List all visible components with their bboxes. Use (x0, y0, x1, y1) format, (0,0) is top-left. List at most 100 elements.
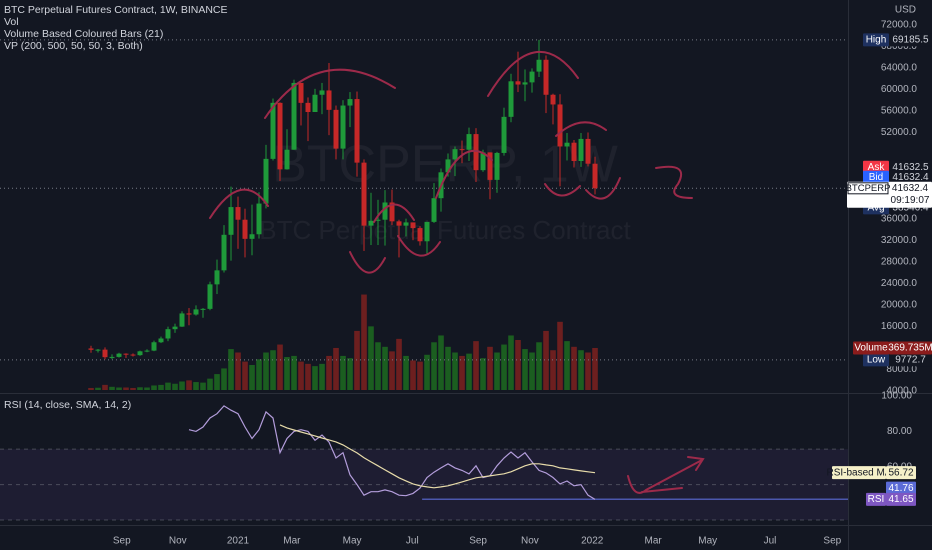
candle-body (172, 326, 178, 330)
y-tick-label: 16000.0 (881, 321, 918, 332)
volume-bar (368, 326, 374, 390)
rsi-ma-label-box (886, 466, 916, 480)
candle-body (186, 313, 192, 315)
rsi-line (188, 405, 596, 500)
volume-bar (438, 335, 444, 390)
volume-bar (578, 350, 584, 390)
price-marker-box (889, 160, 932, 174)
candle-body (550, 94, 556, 105)
volume-bar (130, 387, 136, 390)
volume-bar (312, 366, 318, 390)
price-marker-text: 41632.4 (892, 172, 929, 183)
rsi-line (279, 424, 596, 489)
candle-body (326, 90, 332, 110)
volume-bar (214, 374, 220, 390)
volume-bar (333, 347, 339, 390)
candle-body (564, 142, 570, 147)
volume-bar (326, 355, 332, 390)
drawing (264, 68, 396, 119)
candle-body (200, 308, 206, 310)
price-marker-box (863, 33, 889, 47)
x-tick-label: Mar (283, 536, 301, 547)
drawing (555, 121, 607, 137)
x-tick-label: Nov (521, 536, 539, 547)
drawing (435, 149, 493, 199)
volume-bar (522, 349, 528, 390)
price-marker-text: Low (867, 355, 886, 366)
y-tick-label: 64000.0 (881, 62, 918, 73)
candle-body (508, 81, 514, 117)
y-tick-label: 56000.0 (881, 106, 918, 117)
user-drawings (209, 50, 705, 494)
volume-bar (354, 330, 360, 390)
candle-body (347, 99, 353, 106)
rsi-label-box (866, 492, 886, 506)
candle-body (522, 82, 528, 85)
candle-body (571, 142, 577, 162)
candle-body (368, 220, 374, 226)
candle-body (95, 349, 101, 351)
candle-body (102, 349, 108, 358)
indicator-label: Vol (4, 16, 19, 28)
volume-bar (319, 363, 325, 390)
rsi-title: RSI (14, close, SMA, 14, 2) (4, 399, 131, 411)
candle-body (452, 149, 458, 160)
volume-bar (277, 344, 283, 390)
currency-label: USD (895, 5, 916, 16)
drawing (655, 165, 693, 199)
price-marker-box (863, 160, 889, 174)
drawing (373, 203, 415, 223)
drawing (349, 251, 386, 274)
price-marker-text: Ask (868, 162, 886, 173)
x-tick-label: Jul (406, 536, 419, 547)
volume-bar (263, 352, 269, 390)
candle-body (445, 159, 451, 173)
candle-body (165, 329, 171, 339)
candle-body (256, 203, 262, 235)
y-tick-label: 60000.0 (881, 84, 918, 95)
volume-bar (151, 385, 157, 390)
drawing (397, 235, 441, 257)
x-tick-label: Sep (823, 536, 841, 547)
last-price-box (847, 181, 932, 208)
volume-label-text: 369.735M (888, 343, 932, 354)
y-tick-label: 52000.0 (881, 127, 918, 138)
candle-body (578, 138, 584, 162)
y-tick-label: 28000.0 (881, 256, 918, 267)
y-tick-label: 68000.0 (881, 41, 918, 52)
volume-bar (501, 344, 507, 390)
candle-body (480, 152, 486, 171)
volume-bar (193, 382, 199, 390)
volume-bar (480, 358, 486, 390)
volume-bar (109, 386, 115, 390)
rsi-label-text: RSI (868, 494, 885, 505)
price-marker-box (863, 353, 889, 367)
candle-body (396, 221, 402, 226)
volume-bar (235, 352, 241, 390)
volume-bar (95, 387, 101, 390)
rsi-level-label-text: 41.76 (888, 483, 913, 494)
candle-body (214, 270, 220, 285)
candle-body (298, 82, 304, 103)
volume-bar (515, 340, 521, 390)
candle-body (333, 109, 339, 149)
volume-bar (466, 353, 472, 390)
candle-body (88, 348, 94, 350)
price-marker-text: 41632.5 (892, 162, 929, 173)
candle-body (354, 99, 360, 163)
volume-bar (270, 350, 276, 390)
candle-body (221, 234, 227, 271)
rsi-tick-label: 80.00 (887, 426, 912, 437)
volume-bar (158, 384, 164, 390)
volume-bar (88, 387, 94, 390)
x-tick-label: 2022 (581, 536, 604, 547)
price-marker-box (889, 170, 932, 184)
candle-body (585, 138, 591, 164)
y-tick-label: 4000.0 (886, 386, 917, 397)
volume-bar (375, 342, 381, 390)
candle-body (312, 94, 318, 112)
volume-bar (452, 352, 458, 390)
price-marker-box (889, 353, 932, 367)
volume-bar (557, 321, 563, 390)
watermark: BTC Perpetual Futures Contract (259, 215, 631, 245)
